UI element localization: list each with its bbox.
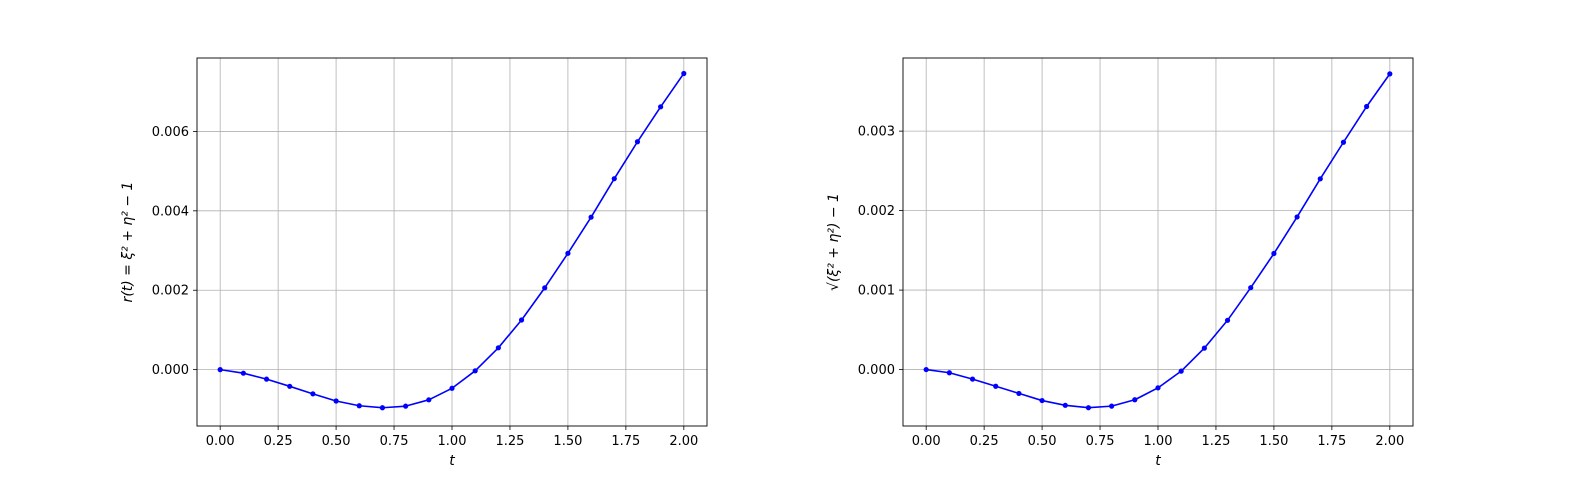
data-point xyxy=(1016,390,1022,397)
left-plot: 0.00 0.25 0.50 0.75 1.00 1.25 1.50 1.75 2.00 0.00… xyxy=(120,57,708,469)
data-point xyxy=(1132,397,1138,403)
data-point xyxy=(1201,345,1207,351)
x-tick-label: 0.75 xyxy=(1086,434,1115,449)
x-tick-label: 1.00 xyxy=(438,434,467,449)
y-tick-label: 0.002 xyxy=(152,284,189,299)
data-point xyxy=(634,139,641,145)
right-plot: 0.00 0.25 0.50 0.75 1.00 1.25 1.50 1.75 2.00 0.00… xyxy=(826,57,1414,469)
data-point xyxy=(946,370,952,376)
data-point xyxy=(449,385,455,391)
axes-frame xyxy=(902,57,1414,427)
x-tick-label: 0.00 xyxy=(912,434,941,449)
data-point xyxy=(993,383,999,389)
data-point xyxy=(472,368,478,374)
y-tick-label: 0.001 xyxy=(858,284,895,299)
x-tick-label: 2.00 xyxy=(1375,434,1404,449)
data-point xyxy=(1062,402,1068,408)
data-point xyxy=(240,370,246,376)
x-tick-label: 0.25 xyxy=(970,434,999,449)
y-tick-label: 0.000 xyxy=(858,363,895,378)
data-point xyxy=(1109,403,1115,409)
data-point xyxy=(263,376,270,382)
x-axis-label: t xyxy=(1155,453,1161,469)
y-axis-label: r(t) = ξ² + η² − 1 xyxy=(120,182,136,303)
data-point xyxy=(333,398,339,404)
y-tick-label: 0.006 xyxy=(152,125,189,140)
data-point xyxy=(217,367,223,373)
y-tick-label: 0.003 xyxy=(858,125,895,140)
y-tick-label: 0.002 xyxy=(858,204,895,219)
data-point xyxy=(1155,385,1161,391)
x-tick-label: 1.00 xyxy=(1144,434,1173,449)
data-point xyxy=(1294,214,1300,220)
x-tick-label: 0.50 xyxy=(1028,434,1057,449)
x-tick-label: 0.00 xyxy=(206,434,235,449)
data-point xyxy=(969,376,976,382)
data-point xyxy=(611,176,617,182)
x-tick-label: 0.75 xyxy=(380,434,409,449)
data-point xyxy=(1248,285,1254,291)
x-axis-label: t xyxy=(449,453,455,469)
data-point xyxy=(379,405,386,411)
data-point xyxy=(1271,250,1277,257)
data-point xyxy=(1340,139,1347,145)
x-tick-label: 1.25 xyxy=(495,434,524,449)
data-point xyxy=(1039,397,1045,404)
data-point xyxy=(1317,176,1323,182)
data-point xyxy=(1085,405,1092,411)
data-point xyxy=(542,285,548,291)
data-point xyxy=(310,391,316,397)
data-point xyxy=(1224,317,1231,323)
data-point xyxy=(426,397,432,403)
data-point xyxy=(1387,71,1393,77)
data-point xyxy=(287,383,293,389)
x-tick-label: 1.75 xyxy=(611,434,640,449)
data-point xyxy=(681,70,687,77)
data-point xyxy=(356,403,362,409)
x-tick-label: 0.25 xyxy=(264,434,293,449)
data-point xyxy=(1178,368,1184,374)
data-point xyxy=(518,317,525,323)
y-tick-label: 0.000 xyxy=(152,363,189,378)
data-point xyxy=(588,214,594,220)
x-tick-label: 2.00 xyxy=(669,434,698,449)
x-tick-label: 1.50 xyxy=(1259,434,1288,449)
x-tick-label: 1.50 xyxy=(553,434,582,449)
data-point xyxy=(658,104,664,110)
data-point xyxy=(403,403,409,409)
data-point xyxy=(565,250,571,256)
x-tick-label: 0.50 xyxy=(322,434,351,449)
x-tick-label: 1.25 xyxy=(1201,434,1230,449)
y-tick-label: 0.004 xyxy=(152,204,189,219)
data-point xyxy=(495,345,501,351)
data-point xyxy=(1364,103,1370,110)
data-point xyxy=(923,366,929,373)
y-axis-label: √(ξ² + η²) − 1 xyxy=(826,193,842,291)
axes-frame xyxy=(196,57,708,427)
x-tick-label: 1.75 xyxy=(1317,434,1346,449)
